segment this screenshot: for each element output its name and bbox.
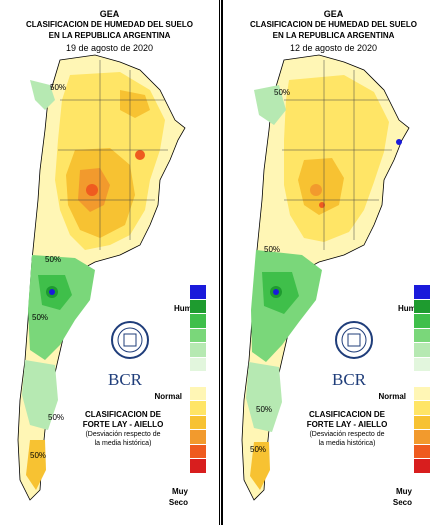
legend-swatch [190, 386, 206, 401]
bcr-seal-logo [111, 321, 149, 359]
argentina-soil-moisture-map: 50% 50% 50% 50% 50% [17, 54, 186, 501]
legend-swatch [414, 386, 430, 401]
legend-swatch [414, 314, 430, 329]
contour-label: 50% [32, 313, 48, 322]
legend-middle-label: Normal [154, 392, 182, 401]
legend-swatch [190, 328, 206, 343]
legend-swatch [414, 415, 430, 430]
panel-date: 12 de agosto de 2020 [289, 43, 378, 53]
legend-swatch [190, 343, 206, 358]
map-panel-left: GEA CLASIFICACION DE HUMEDAD DEL SUELO E… [0, 0, 220, 525]
contour-label: 50% [48, 413, 64, 422]
contour-label: 50% [274, 88, 290, 97]
contour-label: 50% [256, 405, 272, 414]
legend-swatch [414, 299, 430, 314]
contour-label: 50% [50, 83, 66, 92]
legend-swatch [414, 430, 430, 445]
contour-label: 50% [264, 245, 280, 254]
legend-swatch [190, 372, 206, 387]
legend-swatch [414, 444, 430, 459]
legend-swatch [414, 357, 430, 372]
bcr-logo-text: BCR [332, 370, 367, 389]
argentina-soil-moisture-map: 50% 50% 50% 50% [241, 54, 410, 501]
legend-swatch [190, 357, 206, 372]
legend-swatch [414, 285, 430, 300]
legend-color-scale [414, 285, 430, 474]
legend-bottom-label: Muy Seco [168, 487, 188, 507]
panel-title: GEA [323, 9, 344, 19]
legend-swatch [190, 314, 206, 329]
classification-note: CLASIFICACION DE FORTE LAY - AIELLO (Des… [306, 410, 388, 447]
legend-swatch [414, 459, 430, 474]
contour-label: 50% [45, 255, 61, 264]
legend-middle-label: Normal [378, 392, 406, 401]
panel-subtitle-1: CLASIFICACION DE HUMEDAD DEL SUELO [250, 20, 417, 29]
bcr-logo-text: BCR [108, 370, 143, 389]
legend-bottom-label: Muy Seco [392, 487, 412, 507]
legend-swatch [190, 415, 206, 430]
legend-swatch [190, 430, 206, 445]
bcr-seal-logo [335, 321, 373, 359]
legend-swatch [190, 299, 206, 314]
legend-swatch [190, 444, 206, 459]
panel-title: GEA [99, 9, 120, 19]
legend-swatch [414, 372, 430, 387]
panel-subtitle-2: EN LA REPUBLICA ARGENTINA [272, 31, 395, 40]
legend-swatch [414, 401, 430, 416]
panel-divider [221, 0, 223, 525]
map-panel-right: GEA CLASIFICACION DE HUMEDAD DEL SUELO E… [224, 0, 443, 525]
legend-color-scale [190, 285, 206, 474]
panel-subtitle-2: EN LA REPUBLICA ARGENTINA [48, 31, 171, 40]
panel-date: 19 de agosto de 2020 [65, 43, 154, 53]
classification-note: CLASIFICACION DE FORTE LAY - AIELLO (Des… [82, 410, 164, 447]
contour-label: 50% [30, 451, 46, 460]
legend-swatch [190, 401, 206, 416]
legend-swatch [190, 285, 206, 300]
legend-swatch [190, 459, 206, 474]
legend-swatch [414, 328, 430, 343]
panel-subtitle-1: CLASIFICACION DE HUMEDAD DEL SUELO [26, 20, 193, 29]
contour-label: 50% [250, 445, 266, 454]
legend-swatch [414, 343, 430, 358]
